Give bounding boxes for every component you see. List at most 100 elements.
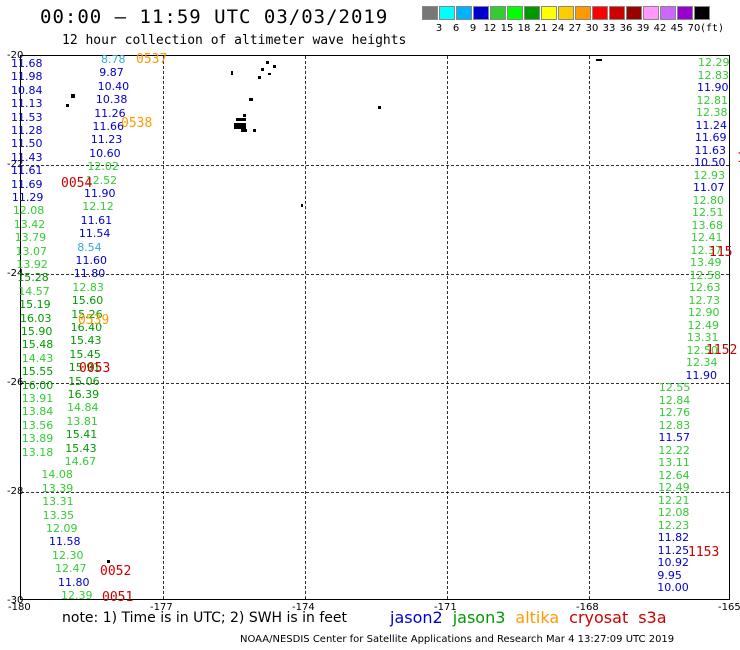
color-swatch — [677, 6, 693, 20]
wave-height-value: 11.29 — [11, 191, 44, 204]
wave-height-value: 12.09 — [46, 522, 78, 535]
wave-height-value: 11.26 — [94, 106, 126, 120]
pass-time-label: 1152 — [706, 343, 738, 358]
island-shape — [66, 104, 69, 107]
wave-height-value: 11.98 — [11, 70, 43, 84]
wave-height-value: 13.31 — [687, 331, 719, 344]
color-scale-tick: 45 — [670, 23, 684, 34]
legend-jason2: jason2 — [390, 608, 443, 627]
wave-height-value: 9.87 — [99, 66, 124, 80]
note-text: note: 1) Time is in UTC; 2) SWH is in fe… — [62, 610, 348, 626]
wave-height-value: 15.26 — [71, 307, 103, 321]
latitude-label: -28 — [7, 486, 24, 497]
wave-height-value: 12.50 — [686, 343, 719, 357]
wave-height-value: 16.00 — [21, 378, 54, 392]
satellite-legend: jason2 jason3 altika cryosat s3a — [390, 608, 677, 627]
wave-height-value: 12.49 — [658, 481, 690, 494]
wave-height-value: 12.63 — [689, 281, 721, 294]
wave-height-value: 9.95 — [657, 568, 682, 582]
color-swatch — [439, 6, 455, 20]
wave-height-value: 12.58 — [689, 268, 722, 282]
longitude-label: -165 — [718, 602, 740, 613]
color-scale-tick: 39 — [636, 23, 650, 34]
wave-height-value: 11.25 — [657, 543, 690, 557]
wave-height-value: 15.43 — [65, 441, 97, 455]
wave-height-value: 11.28 — [11, 124, 43, 137]
longitude-label: -177 — [150, 602, 173, 613]
latitude-label: -26 — [7, 377, 24, 388]
pass-time-label: 0538 — [121, 116, 153, 131]
legend-s3a: s3a — [638, 608, 667, 627]
wave-height-value: 11.07 — [693, 181, 725, 194]
wave-height-value: 15.55 — [21, 365, 54, 379]
map-subtitle: 12 hour collection of altimeter wave hei… — [62, 33, 407, 48]
wave-height-value: 13.39 — [41, 481, 74, 495]
wave-height-value: 12.30 — [52, 548, 84, 562]
wave-height-value: 11.80 — [58, 575, 90, 589]
color-swatch — [575, 6, 591, 20]
longitude-gridline — [305, 56, 306, 599]
map-title: 00:00 — 11:59 UTC 03/03/2019 — [40, 6, 389, 28]
wave-height-value: 10.50 — [694, 156, 726, 169]
wave-height-value: 13.11 — [658, 456, 690, 469]
wave-height-value: 13.92 — [16, 258, 48, 271]
wave-height-value: 12.12 — [82, 200, 114, 214]
color-scale-tick: 12 — [483, 23, 497, 34]
wave-height-value: 12.23 — [657, 518, 690, 532]
wave-height-value: 12.38 — [696, 106, 728, 119]
wave-height-value: 11.13 — [11, 97, 43, 111]
color-scale-tick: 15 — [500, 23, 514, 34]
color-scale-tick: 33 — [602, 23, 616, 34]
wave-height-value: 14.08 — [41, 468, 73, 482]
wave-height-value: 16.03 — [20, 311, 52, 325]
wave-height-value: 11.54 — [78, 227, 111, 241]
island-shape — [268, 73, 271, 75]
wave-height-value: 10.40 — [97, 79, 130, 93]
color-swatch — [456, 6, 472, 20]
wave-height-value: 8.78 — [101, 53, 126, 66]
color-swatch — [558, 6, 574, 20]
wave-height-value: 12.83 — [697, 68, 730, 82]
color-scale-tick: 36 — [619, 23, 633, 34]
map-plot-area: -20 -22 -24 -26 -28 -30 11.68 11.98 10.84 11.13 11… — [7, 50, 740, 606]
wave-height-value: 14.43 — [21, 351, 54, 365]
island-shape — [266, 61, 269, 64]
wave-height-value: 12.64 — [658, 468, 690, 482]
wave-height-value: 12.39 — [61, 589, 93, 602]
wave-height-value: 11.60 — [75, 254, 108, 267]
island-shape — [236, 118, 246, 121]
island-shape — [107, 560, 110, 563]
color-swatch — [609, 6, 625, 20]
wave-height-value: 13.56 — [21, 418, 54, 432]
wave-height-value: 13.42 — [13, 217, 46, 231]
color-scale-tick: 70 — [687, 23, 701, 34]
longitude-gridline — [589, 56, 590, 599]
color-swatch — [422, 6, 438, 20]
wave-height-value: 11.69 — [11, 177, 43, 191]
color-swatch — [592, 6, 608, 20]
island-shape — [241, 129, 247, 132]
legend-cryosat: cryosat — [569, 608, 629, 627]
wave-height-value: 12.52 — [85, 173, 118, 187]
latitude-label: -20 — [7, 50, 24, 61]
wave-height-value: 12.29 — [698, 56, 730, 69]
wave-height-value: 13.79 — [14, 231, 47, 245]
wave-height-value: 11.61 — [11, 164, 43, 178]
color-swatch — [473, 6, 489, 20]
wave-height-value: 15.45 — [69, 347, 101, 361]
color-scale-tick: 27 — [568, 23, 582, 34]
latitude-label: -22 — [7, 159, 24, 170]
longitude-label: -168 — [576, 602, 599, 613]
latitude-gridline — [21, 165, 729, 166]
wave-height-value: 10.92 — [657, 556, 690, 569]
latitude-gridline — [21, 383, 729, 384]
wave-height-value: 11.61 — [80, 213, 113, 227]
wave-height-value: 10.00 — [657, 581, 689, 594]
wave-height-value: 11.82 — [657, 531, 690, 544]
wave-height-value: 15.28 — [17, 271, 49, 285]
island-shape — [253, 129, 256, 132]
color-swatch — [507, 6, 523, 20]
island-shape — [378, 106, 381, 109]
wave-height-value: 11.80 — [73, 267, 106, 281]
wave-height-value: 13.07 — [15, 244, 48, 258]
